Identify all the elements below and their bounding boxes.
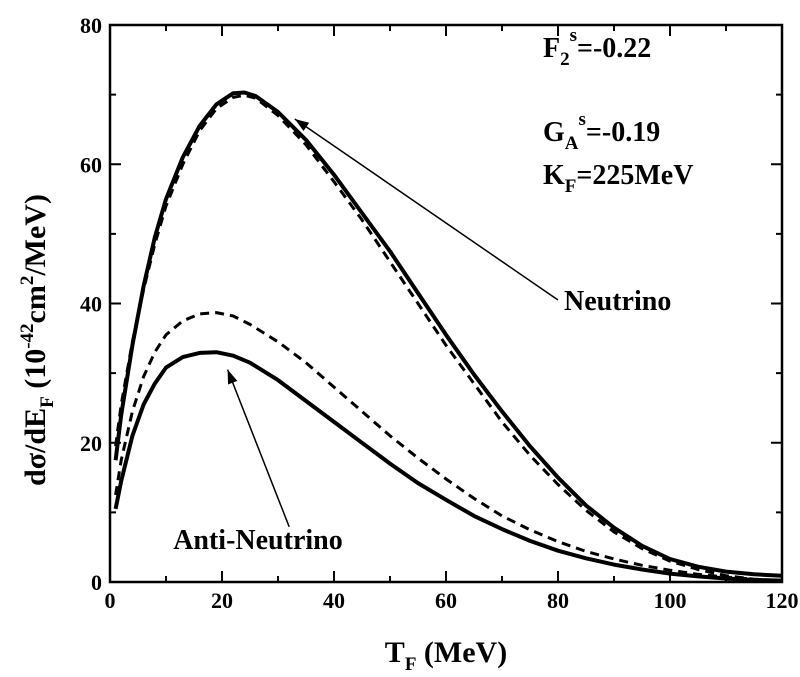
y-axis-title: dσ/dEF (10-42cm2/MeV) bbox=[17, 194, 58, 486]
y-tick-label: 60 bbox=[80, 152, 102, 177]
param-gas-sup: s bbox=[579, 109, 586, 130]
series-line-1-solid bbox=[113, 90, 783, 578]
param-kf-sub: F bbox=[565, 176, 577, 197]
x-tick-label: 20 bbox=[211, 588, 233, 613]
annotation-arrow-head bbox=[294, 118, 310, 132]
param-f2s-value: =-0.22 bbox=[577, 33, 651, 64]
x-tick-label: 120 bbox=[766, 588, 799, 613]
y-axis-title-mid: (10 bbox=[19, 349, 52, 397]
x-tick-label: 100 bbox=[654, 588, 687, 613]
annotation-arrow-head bbox=[227, 369, 238, 385]
axis-ticks bbox=[109, 24, 783, 583]
y-tick-label: 20 bbox=[80, 431, 102, 456]
param-f2s-main: F bbox=[543, 33, 560, 64]
x-tick-label: 0 bbox=[105, 588, 116, 613]
param-f2s: F2s=-0.22 bbox=[543, 25, 651, 70]
param-kf-value: =225MeV bbox=[576, 160, 693, 191]
y-tick-label: 40 bbox=[80, 292, 102, 317]
param-f2s-sup: s bbox=[570, 25, 577, 46]
param-f2s-sub: 2 bbox=[560, 49, 570, 70]
x-axis-title-rest: (MeV) bbox=[416, 636, 507, 669]
param-gas-main: G bbox=[543, 117, 565, 148]
tick-labels: 0 20 40 60 80 100 120 0 20 40 60 80 bbox=[80, 13, 799, 613]
x-axis-title-sub: F bbox=[405, 654, 417, 675]
y-axis-title-post: /MeV) bbox=[19, 194, 52, 277]
y-tick-label: 0 bbox=[91, 570, 102, 595]
param-gas-sub: A bbox=[565, 133, 579, 154]
series-line-4-solid bbox=[113, 350, 783, 583]
param-gas-value: =-0.19 bbox=[586, 117, 660, 148]
series-line-3-dashed bbox=[114, 311, 783, 583]
annotation-neutrino: Neutrino bbox=[564, 286, 671, 317]
annotation-anti-neutrino: Anti-Neutrino bbox=[173, 525, 343, 556]
curves-layer bbox=[113, 90, 783, 583]
param-gas: GAs=-0.19 bbox=[543, 109, 660, 154]
y-axis-title-sup1: -42 bbox=[17, 323, 38, 348]
param-kf-main: K bbox=[543, 160, 565, 191]
annotation-arrow-line bbox=[226, 369, 290, 528]
x-axis-title: TF (MeV) bbox=[385, 636, 507, 675]
y-axis-title-pre: dσ/dE bbox=[19, 408, 52, 486]
param-kf: KF=225MeV bbox=[543, 160, 693, 197]
y-tick-label: 80 bbox=[80, 13, 102, 38]
x-axis-title-main: T bbox=[385, 636, 405, 669]
parameter-box: F2s=-0.22 GAs=-0.19 KF=225MeV bbox=[543, 25, 693, 197]
y-axis-title-mid2: cm bbox=[19, 285, 52, 323]
annotation-arrow-line bbox=[294, 118, 559, 301]
series-line-2-dashed bbox=[114, 93, 783, 583]
x-tick-label: 60 bbox=[435, 588, 457, 613]
y-axis-title-sup2: 2 bbox=[17, 276, 38, 286]
annotation-arrows bbox=[226, 118, 559, 528]
y-axis-title-sub: F bbox=[37, 396, 58, 408]
x-tick-label: 40 bbox=[323, 588, 345, 613]
x-tick-label: 80 bbox=[547, 588, 569, 613]
